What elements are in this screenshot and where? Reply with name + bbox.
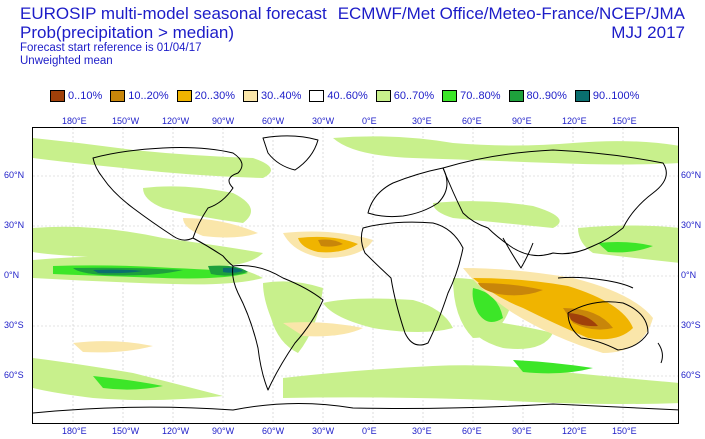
legend-item: 0..10% xyxy=(50,89,102,103)
lat-tick-label: 60°N xyxy=(681,170,702,180)
lon-tick-label: 30°W xyxy=(312,426,335,436)
weighting-note: Unweighted mean xyxy=(20,55,113,67)
lat-tick-label: 30°N xyxy=(4,220,25,230)
lon-tick-label: 60°W xyxy=(262,116,285,126)
world-map xyxy=(32,127,679,424)
lon-tick-label: 60°E xyxy=(462,116,482,126)
legend-label: 30..40% xyxy=(261,90,302,102)
legend-swatch xyxy=(50,90,65,102)
legend-swatch xyxy=(243,90,258,102)
legend-item: 80..90% xyxy=(508,89,567,103)
legend-item: 60..70% xyxy=(375,89,435,103)
lon-tick-label: 150°E xyxy=(612,116,637,126)
legend-item: 20..30% xyxy=(176,89,235,103)
lat-tick-label: 0°N xyxy=(4,270,20,280)
lat-tick-label: 30°N xyxy=(681,220,702,230)
legend-label: 60..70% xyxy=(393,90,435,102)
period-label: MJJ 2017 xyxy=(611,23,685,42)
legend-label: 20..30% xyxy=(194,90,235,102)
legend-swatch xyxy=(309,90,325,102)
lon-tick-label: 150°E xyxy=(612,426,637,436)
legend-item: 40..60% xyxy=(309,89,368,103)
lat-tick-label: 60°S xyxy=(4,370,24,380)
lon-tick-label: 90°W xyxy=(212,426,235,436)
lat-tick-label: 30°S xyxy=(4,320,24,330)
lon-tick-label: 90°W xyxy=(212,116,235,126)
providers-label: ECMWF/Met Office/Meteo-France/NCEP/JMA xyxy=(337,4,685,23)
lon-tick-label: 30°E xyxy=(412,116,432,126)
chart-title: EUROSIP multi-model seasonal forecast xyxy=(20,4,327,23)
legend-item: 10..20% xyxy=(110,89,169,103)
title-block: EUROSIP multi-model seasonal forecast Pr… xyxy=(20,4,327,68)
lon-tick-label: 180°E xyxy=(62,426,87,436)
lon-tick-label: 0°E xyxy=(362,426,377,436)
lon-tick-label: 0°E xyxy=(362,116,377,126)
lon-tick-label: 180°E xyxy=(62,116,87,126)
legend-swatch xyxy=(375,90,391,102)
legend-swatch xyxy=(110,90,126,102)
legend-label: 40..60% xyxy=(327,90,368,102)
legend-swatch xyxy=(176,90,192,102)
legend-swatch xyxy=(508,90,524,102)
lon-tick-label: 30°E xyxy=(412,426,432,436)
lon-tick-label: 90°E xyxy=(512,116,532,126)
legend-item: 30..40% xyxy=(243,89,301,103)
map-canvas xyxy=(33,128,678,423)
probability-shading xyxy=(33,136,678,404)
legend-item: 90..100% xyxy=(574,89,640,103)
lat-tick-label: 30°S xyxy=(681,320,701,330)
legend-swatch xyxy=(442,90,458,102)
legend-label: 0..10% xyxy=(68,90,103,102)
legend-label: 70..80% xyxy=(460,90,501,102)
lat-tick-label: 0°N xyxy=(681,270,697,280)
lon-tick-label: 120°E xyxy=(562,116,587,126)
legend-swatch xyxy=(574,90,590,102)
lon-tick-label: 60°W xyxy=(262,426,285,436)
start-reference: Forecast start reference is 01/04/17 xyxy=(20,42,202,54)
color-legend: 0..10% 10..20% 20..30% 30..40% 40..60% 60..70… xyxy=(50,89,647,103)
lon-tick-label: 30°W xyxy=(312,116,335,126)
lon-tick-label: 120°W xyxy=(162,426,190,436)
legend-label: 10..20% xyxy=(128,90,169,102)
provider-block: ECMWF/Met Office/Meteo-France/NCEP/JMA M… xyxy=(338,4,685,42)
lon-tick-label: 60°E xyxy=(462,426,482,436)
lon-tick-label: 150°W xyxy=(112,116,140,126)
legend-item: 70..80% xyxy=(442,89,501,103)
legend-label: 90..100% xyxy=(592,90,640,102)
lon-tick-label: 150°W xyxy=(112,426,140,436)
lat-tick-label: 60°N xyxy=(4,170,25,180)
lon-tick-label: 120°E xyxy=(562,426,587,436)
legend-label: 80..90% xyxy=(526,90,567,102)
chart-subtitle: Prob(precipitation > median) xyxy=(20,23,235,42)
coastlines xyxy=(33,135,678,414)
lon-tick-label: 120°W xyxy=(162,116,190,126)
lon-tick-label: 90°E xyxy=(512,426,532,436)
lat-tick-label: 60°S xyxy=(681,370,701,380)
